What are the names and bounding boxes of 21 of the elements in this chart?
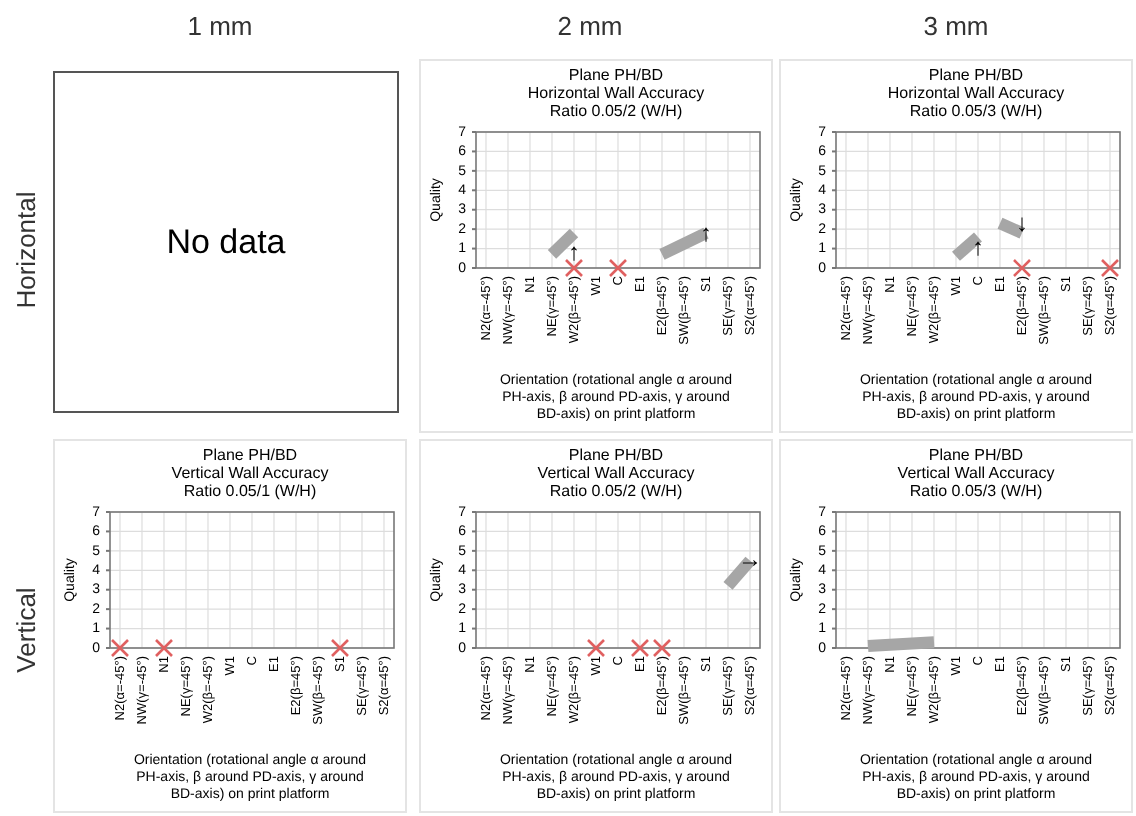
chart-title: Plane PH/BD: [928, 446, 1024, 464]
annotation: ↑: [700, 219, 712, 248]
annotation: ↓: [1016, 209, 1028, 238]
chart-title: Plane PH/BD: [568, 66, 664, 84]
chart-subtitle: Vertical Wall Accuracy Ratio 0.05/1 (W/H): [171, 464, 329, 500]
text: Horizontal: [10, 191, 41, 309]
chart-title: Plane PH/BD: [568, 446, 664, 464]
text: 3 mm: [923, 10, 989, 41]
chart-subtitle: Horizontal Wall Accuracy Ratio 0.05/2 (W/H): [527, 84, 705, 120]
chart-title: Plane PH/BD: [202, 446, 298, 464]
text: Vertical: [10, 587, 41, 673]
annotation: ↑: [972, 232, 984, 261]
chart-subtitle: Vertical Wall Accuracy Ratio 0.05/3 (W/H): [897, 464, 1055, 500]
text: 1 mm: [187, 10, 253, 41]
chart-subtitle: Vertical Wall Accuracy Ratio 0.05/2 (W/H): [537, 464, 695, 500]
chart-title: Plane PH/BD: [928, 66, 1024, 84]
annotation: ↑: [568, 238, 580, 267]
chart-subtitle: Horizontal Wall Accuracy Ratio 0.05/3 (W/H): [887, 84, 1065, 120]
annotation: →: [738, 544, 762, 573]
text: No data: [166, 222, 287, 261]
text: 2 mm: [557, 10, 623, 41]
